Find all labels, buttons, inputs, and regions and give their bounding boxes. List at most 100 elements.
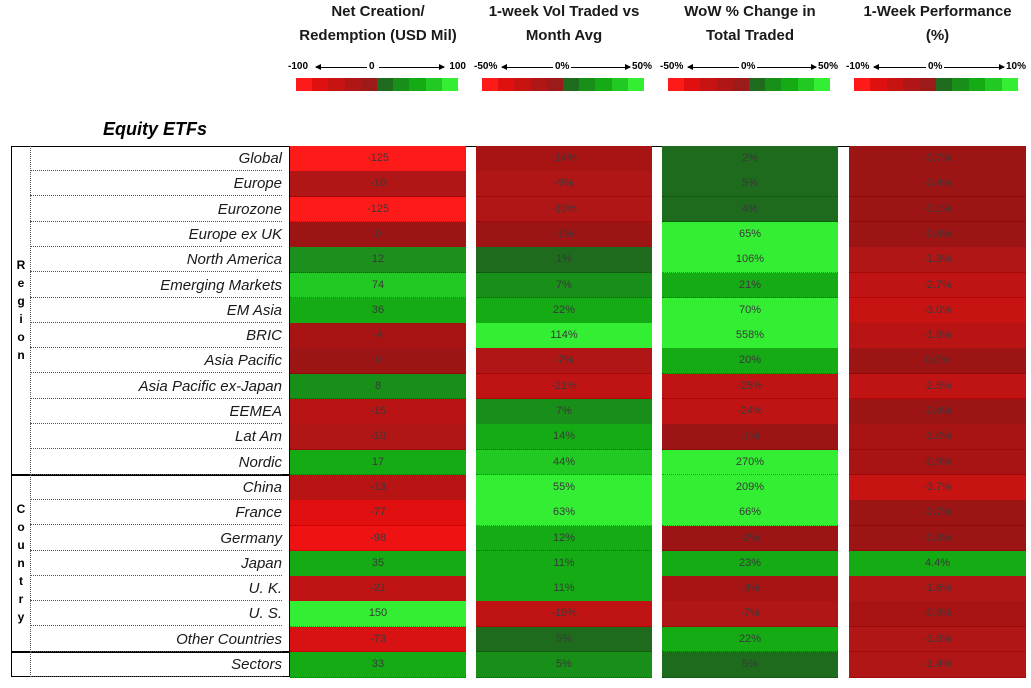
heat-cell-vol: -1% bbox=[476, 221, 652, 248]
scale-swatch bbox=[765, 78, 782, 91]
column-header-vol: 1-week Vol Traded vs Month Avg bbox=[466, 0, 662, 48]
row-label: Germany bbox=[30, 526, 282, 551]
scale-swatch bbox=[936, 78, 953, 91]
scale-arrow-right bbox=[571, 64, 631, 70]
row-group-letter: n bbox=[17, 348, 25, 363]
scale-swatch bbox=[514, 78, 531, 91]
heat-cell-perf: -0.3% bbox=[849, 525, 1026, 552]
column-header-perf: 1-Week Performance (%) bbox=[839, 0, 1031, 48]
heat-cell-perf: -0.4% bbox=[849, 171, 1026, 198]
row-label: Emerging Markets bbox=[30, 273, 282, 298]
row-group-letter: o bbox=[17, 520, 25, 535]
row-group-letter: y bbox=[17, 610, 25, 625]
row-label: Eurozone bbox=[30, 197, 282, 222]
row-label: EM Asia bbox=[30, 298, 282, 323]
heat-cell-perf: -3.0% bbox=[849, 297, 1026, 324]
scale-swatch bbox=[732, 78, 750, 91]
row-group-letter: i bbox=[19, 312, 23, 327]
heat-cell-wow: -1% bbox=[662, 424, 838, 451]
scale-swatch bbox=[968, 78, 986, 91]
heat-cell-wow: 70% bbox=[662, 297, 838, 324]
heat-cell-wow: -24% bbox=[662, 399, 838, 425]
scale-swatch bbox=[716, 78, 733, 91]
heat-cell-perf: 0.0% bbox=[849, 348, 1026, 375]
scale-swatch bbox=[563, 78, 580, 91]
heat-cell-perf: -0.9% bbox=[849, 449, 1026, 476]
column-header-line: 1-Week Performance bbox=[863, 3, 1012, 20]
scale-max-label: 50% bbox=[631, 61, 652, 72]
scale-swatch bbox=[684, 78, 701, 91]
heat-cell-perf: -3.7% bbox=[849, 474, 1026, 501]
heat-cell-net: -125 bbox=[290, 146, 466, 172]
row-label: Europe bbox=[30, 171, 282, 197]
heat-cell-vol: 44% bbox=[476, 449, 652, 476]
scale-min-label: -10% bbox=[846, 61, 870, 72]
scale-swatch bbox=[498, 78, 515, 91]
heat-cell-net: -4 bbox=[290, 323, 466, 349]
heat-cell-vol: 5% bbox=[476, 652, 652, 678]
heat-cell-net: -21 bbox=[290, 576, 466, 602]
scale-swatch bbox=[627, 78, 645, 91]
heat-cell-wow: -2% bbox=[662, 525, 838, 552]
row-label: North America bbox=[30, 247, 282, 273]
column-header-line: 1-week Vol Traded vs bbox=[488, 3, 640, 20]
scale-swatch bbox=[700, 78, 717, 91]
scale-arrow-right bbox=[944, 64, 1005, 70]
scale-swatches-wow bbox=[668, 78, 831, 91]
heat-cell-perf: -1.4% bbox=[849, 652, 1026, 678]
row-group-letter: R bbox=[16, 258, 26, 273]
heat-cell-perf: -0.4% bbox=[849, 221, 1026, 248]
scale-swatch bbox=[441, 78, 459, 91]
scale-arrow-left bbox=[687, 64, 739, 70]
scale-arrow-right bbox=[379, 64, 445, 70]
scale-swatch bbox=[903, 78, 920, 91]
row-label: Sectors bbox=[30, 652, 282, 677]
heat-cell-vol: 11% bbox=[476, 576, 652, 602]
heat-cell-wow: 209% bbox=[662, 474, 838, 501]
heat-cell-perf: -2.5% bbox=[849, 373, 1026, 400]
heat-cell-wow: 2% bbox=[662, 146, 838, 172]
heat-cell-perf: -0.7% bbox=[849, 146, 1026, 172]
heat-cell-perf: -2.7% bbox=[849, 272, 1026, 299]
scale-swatches-vol bbox=[482, 78, 645, 91]
scale-swatch bbox=[854, 78, 871, 91]
heat-cell-wow: -7% bbox=[662, 601, 838, 628]
heat-cell-wow: 5% bbox=[662, 652, 838, 678]
heat-cell-vol: 7% bbox=[476, 272, 652, 299]
scale-swatch bbox=[813, 78, 831, 91]
row-group-letter: g bbox=[17, 294, 25, 309]
row-label: Asia Pacific ex-Japan bbox=[30, 374, 282, 399]
heat-cell-wow: 66% bbox=[662, 500, 838, 526]
scale-arrow-left bbox=[501, 64, 553, 70]
heat-cell-vol: -14% bbox=[476, 146, 652, 172]
row-group-letter: o bbox=[17, 330, 25, 345]
scale-swatch bbox=[886, 78, 904, 91]
heat-cell-perf: -1.3% bbox=[849, 247, 1026, 273]
scale-arrow-left bbox=[873, 64, 926, 70]
heat-cell-wow: 65% bbox=[662, 221, 838, 248]
heat-cell-net: -13 bbox=[290, 474, 466, 501]
row-group-letter: e bbox=[17, 276, 25, 291]
heat-cell-vol: 114% bbox=[476, 323, 652, 349]
heat-cell-net: 35 bbox=[290, 550, 466, 577]
heat-cell-wow: 23% bbox=[662, 550, 838, 577]
heat-cell-vol: 12% bbox=[476, 525, 652, 552]
scale-mid-label: 0% bbox=[555, 61, 570, 72]
row-label: U. S. bbox=[30, 601, 282, 627]
heat-cell-wow: -3% bbox=[662, 576, 838, 602]
column-header-line: (%) bbox=[925, 27, 950, 44]
row-label: EEMEA bbox=[30, 399, 282, 424]
scale-mid-label: 0% bbox=[741, 61, 756, 72]
scale-swatch bbox=[579, 78, 596, 91]
row-label: Asia Pacific bbox=[30, 348, 282, 374]
scale-max-label: 50% bbox=[817, 61, 838, 72]
scale-swatch bbox=[985, 78, 1002, 91]
heat-cell-net: 74 bbox=[290, 272, 466, 299]
row-group-divider bbox=[30, 474, 31, 652]
heat-cell-net: 8 bbox=[290, 373, 466, 400]
row-label: Lat Am bbox=[30, 424, 282, 450]
heat-cell-net: 17 bbox=[290, 449, 466, 476]
column-header-line: WoW % Change in bbox=[684, 3, 816, 20]
